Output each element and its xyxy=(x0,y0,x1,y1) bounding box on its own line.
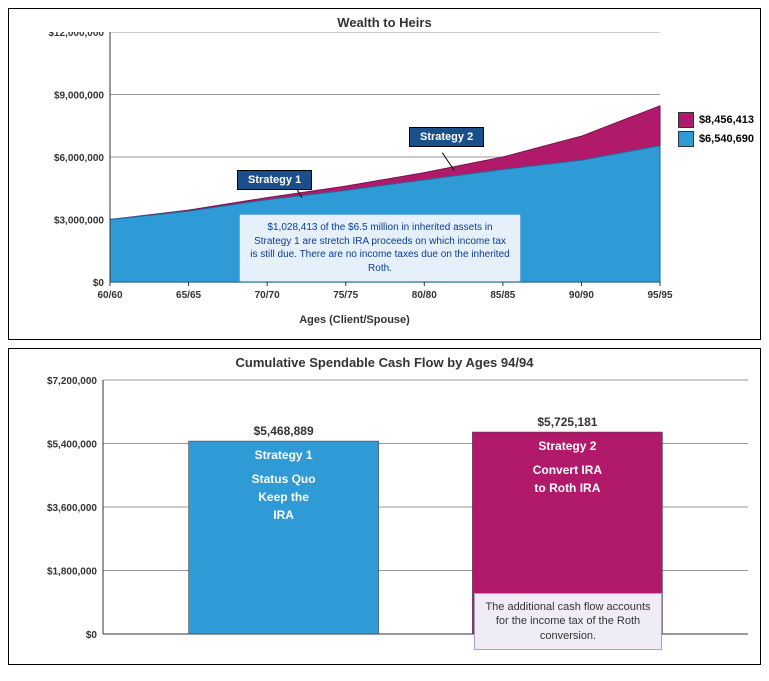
svg-text:75/75: 75/75 xyxy=(333,290,358,301)
svg-text:70/70: 70/70 xyxy=(255,290,280,301)
svg-text:85/85: 85/85 xyxy=(490,290,515,301)
legend: $8,456,413 $6,540,690 xyxy=(678,109,754,150)
svg-text:65/65: 65/65 xyxy=(176,290,201,301)
legend-swatch-2 xyxy=(678,112,694,128)
svg-text:$5,400,000: $5,400,000 xyxy=(47,440,97,451)
svg-text:95/95: 95/95 xyxy=(647,290,672,301)
svg-text:to Roth IRA: to Roth IRA xyxy=(534,481,600,495)
callout-strategy-1: Strategy 1 xyxy=(237,170,312,190)
svg-text:Convert IRA: Convert IRA xyxy=(533,463,603,477)
svg-text:$6,000,000: $6,000,000 xyxy=(54,153,104,164)
cash-flow-panel: Cumulative Spendable Cash Flow by Ages 9… xyxy=(8,348,761,665)
svg-text:Status Quo: Status Quo xyxy=(252,472,316,486)
svg-text:$5,725,181: $5,725,181 xyxy=(537,415,597,429)
annotation-box-top: $1,028,413 of the $6.5 million in inheri… xyxy=(239,214,521,282)
bottom-chart-title: Cumulative Spendable Cash Flow by Ages 9… xyxy=(9,349,760,372)
svg-text:Strategy 2: Strategy 2 xyxy=(538,439,596,453)
svg-text:$0: $0 xyxy=(86,630,98,641)
svg-text:Keep the: Keep the xyxy=(258,490,309,504)
svg-text:$5,468,889: $5,468,889 xyxy=(254,424,314,438)
top-chart-title: Wealth to Heirs xyxy=(9,9,760,32)
legend-swatch-1 xyxy=(678,131,694,147)
svg-text:$9,000,000: $9,000,000 xyxy=(54,91,104,102)
legend-value-1: $6,540,690 xyxy=(699,133,754,145)
legend-value-2: $8,456,413 xyxy=(699,114,754,126)
svg-text:IRA: IRA xyxy=(273,508,294,522)
svg-text:$3,600,000: $3,600,000 xyxy=(47,503,97,514)
svg-text:$7,200,000: $7,200,000 xyxy=(47,376,97,387)
svg-text:$12,000,000: $12,000,000 xyxy=(48,32,104,39)
wealth-to-heirs-panel: Wealth to Heirs $0 $3,000,000 $6,000,000 $9… xyxy=(8,8,761,340)
legend-item-strategy2: $8,456,413 xyxy=(678,112,754,128)
svg-text:$1,800,000: $1,800,000 xyxy=(47,567,97,578)
top-x-axis-title: Ages (Client/Spouse) xyxy=(0,314,760,326)
svg-text:60/60: 60/60 xyxy=(97,290,122,301)
callout-strategy-2: Strategy 2 xyxy=(409,127,484,147)
svg-text:Strategy 1: Strategy 1 xyxy=(255,448,313,462)
svg-text:$3,000,000: $3,000,000 xyxy=(54,216,104,227)
svg-text:90/90: 90/90 xyxy=(569,290,594,301)
svg-text:$0: $0 xyxy=(93,278,105,289)
legend-item-strategy1: $6,540,690 xyxy=(678,131,754,147)
svg-text:80/80: 80/80 xyxy=(412,290,437,301)
annotation-box-bottom: The additional cash flow accounts for th… xyxy=(474,593,662,650)
